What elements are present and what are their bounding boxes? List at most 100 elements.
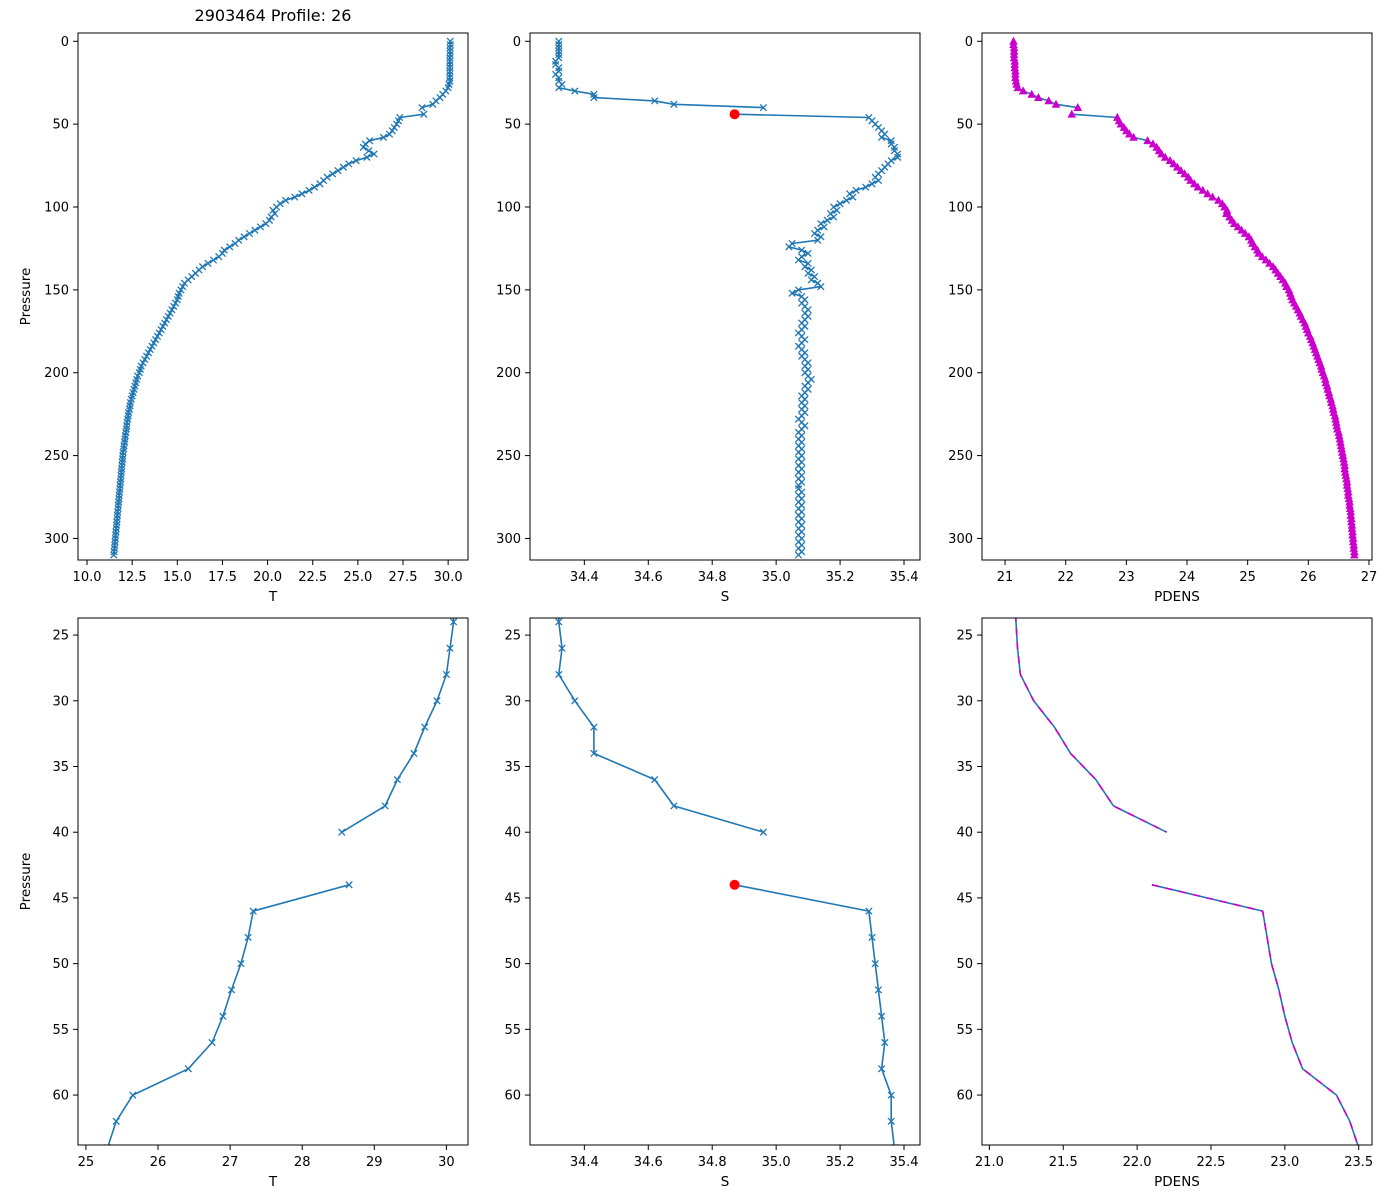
svg-text:35: 35	[52, 760, 69, 775]
svg-text:35.4: 35.4	[890, 570, 919, 585]
axes-frame	[529, 32, 921, 561]
x-markers	[103, 618, 458, 1145]
chart-pdens-full-series	[1009, 36, 1359, 559]
svg-text:34.8: 34.8	[698, 1155, 727, 1170]
svg-text:26: 26	[150, 1155, 167, 1170]
axes-frame	[77, 32, 469, 561]
svg-text:30.0: 30.0	[434, 570, 463, 585]
svg-text:50: 50	[504, 957, 521, 972]
svg-text:50: 50	[52, 957, 69, 972]
chart-pdens-full: 21 22 23 24 25 26 27 0 50 100 150 200 250 300 PDENS	[948, 32, 1378, 605]
svg-text:300: 300	[496, 532, 521, 547]
svg-text:23: 23	[1118, 570, 1135, 585]
svg-text:25: 25	[78, 1155, 95, 1170]
svg-text:0: 0	[513, 35, 521, 50]
flagged-point	[729, 109, 740, 120]
svg-text:150: 150	[948, 283, 973, 298]
x-markers	[110, 37, 454, 559]
svg-text:S: S	[721, 589, 730, 605]
svg-text:50: 50	[956, 118, 973, 133]
svg-text:60: 60	[52, 1089, 69, 1104]
svg-text:22.5: 22.5	[298, 570, 327, 585]
svg-text:45: 45	[956, 891, 973, 906]
svg-text:17.5: 17.5	[208, 570, 237, 585]
svg-text:27.5: 27.5	[389, 570, 418, 585]
axes-frame	[77, 617, 469, 1146]
profile-line	[1012, 41, 1356, 555]
svg-text:21: 21	[997, 570, 1014, 585]
chart-salinity-full-series	[551, 37, 902, 559]
svg-text:27: 27	[1361, 570, 1378, 585]
svg-text:22: 22	[1057, 570, 1074, 585]
profile-line	[107, 618, 455, 1145]
svg-text:15.0: 15.0	[163, 570, 192, 585]
svg-text:29: 29	[366, 1155, 383, 1170]
svg-text:34.6: 34.6	[634, 1155, 663, 1170]
svg-text:50: 50	[504, 118, 521, 133]
svg-text:T: T	[268, 589, 278, 605]
svg-text:23.0: 23.0	[1270, 1155, 1299, 1170]
svg-text:35.2: 35.2	[826, 570, 855, 585]
svg-text:25: 25	[1239, 570, 1256, 585]
svg-text:S: S	[721, 1174, 730, 1190]
svg-text:28: 28	[294, 1155, 311, 1170]
svg-text:150: 150	[496, 283, 521, 298]
svg-text:50: 50	[956, 957, 973, 972]
svg-text:PDENS: PDENS	[1154, 1174, 1200, 1190]
profile-line-dashed	[1014, 618, 1359, 1145]
svg-text:200: 200	[496, 366, 521, 381]
svg-text:30: 30	[438, 1155, 455, 1170]
svg-text:27: 27	[222, 1155, 239, 1170]
svg-text:25: 25	[52, 629, 69, 644]
svg-text:PDENS: PDENS	[1154, 589, 1200, 605]
svg-text:0: 0	[965, 35, 973, 50]
svg-text:100: 100	[496, 201, 521, 216]
x-markers	[555, 618, 899, 1145]
chart-pdens-zoom: 21.0 21.5 22.0 22.5 23.0 23.5 25 30 35 40 45 50 55 60…	[956, 617, 1373, 1190]
chart-pdens-zoom-series	[1014, 618, 1359, 1145]
chart-salinity-full: 34.4 34.6 34.8 35.0 35.2 35.4 0 50 100 150 200 250 3…	[496, 32, 921, 605]
svg-text:250: 250	[496, 449, 521, 464]
flagged-point	[729, 879, 740, 890]
svg-text:35.0: 35.0	[762, 1155, 791, 1170]
svg-text:30: 30	[52, 694, 69, 709]
profile-line	[554, 41, 899, 556]
svg-text:10.0: 10.0	[73, 570, 102, 585]
svg-text:200: 200	[948, 366, 973, 381]
svg-text:35: 35	[956, 760, 973, 775]
svg-text:T: T	[268, 1174, 278, 1190]
svg-text:60: 60	[504, 1089, 521, 1104]
axes-frame	[529, 617, 921, 1146]
figure-title: 2903464 Profile: 26	[194, 6, 352, 25]
svg-text:40: 40	[52, 826, 69, 841]
chart-salinity-zoom: 34.4 34.6 34.8 35.0 35.2 35.4 25 30 35 40 45 50 55 60…	[504, 617, 921, 1190]
svg-text:30: 30	[956, 694, 973, 709]
svg-text:0: 0	[61, 35, 69, 50]
svg-text:100: 100	[948, 201, 973, 216]
chart-temperature-zoom-series	[103, 618, 458, 1145]
svg-text:21.0: 21.0	[975, 1155, 1004, 1170]
chart-salinity-zoom-series	[555, 618, 899, 1145]
svg-text:24: 24	[1179, 570, 1196, 585]
svg-text:23.5: 23.5	[1344, 1155, 1373, 1170]
svg-text:250: 250	[948, 449, 973, 464]
svg-text:300: 300	[44, 532, 69, 547]
svg-text:21.5: 21.5	[1049, 1155, 1078, 1170]
svg-text:22.0: 22.0	[1123, 1155, 1152, 1170]
svg-text:35: 35	[504, 760, 521, 775]
chart-temperature-zoom: 25 26 27 28 29 30 25 30 35 40 45 50 55 60 T Pressure	[18, 617, 469, 1190]
svg-text:35.4: 35.4	[890, 1155, 919, 1170]
profile-line	[558, 618, 895, 1145]
svg-text:25: 25	[504, 629, 521, 644]
svg-text:34.6: 34.6	[634, 570, 663, 585]
svg-text:250: 250	[44, 449, 69, 464]
svg-text:35.2: 35.2	[826, 1155, 855, 1170]
svg-text:12.5: 12.5	[118, 570, 147, 585]
axes-frame	[981, 32, 1373, 561]
svg-text:55: 55	[504, 1023, 521, 1038]
svg-text:35.0: 35.0	[762, 570, 791, 585]
svg-text:25.0: 25.0	[343, 570, 372, 585]
svg-text:55: 55	[52, 1023, 69, 1038]
